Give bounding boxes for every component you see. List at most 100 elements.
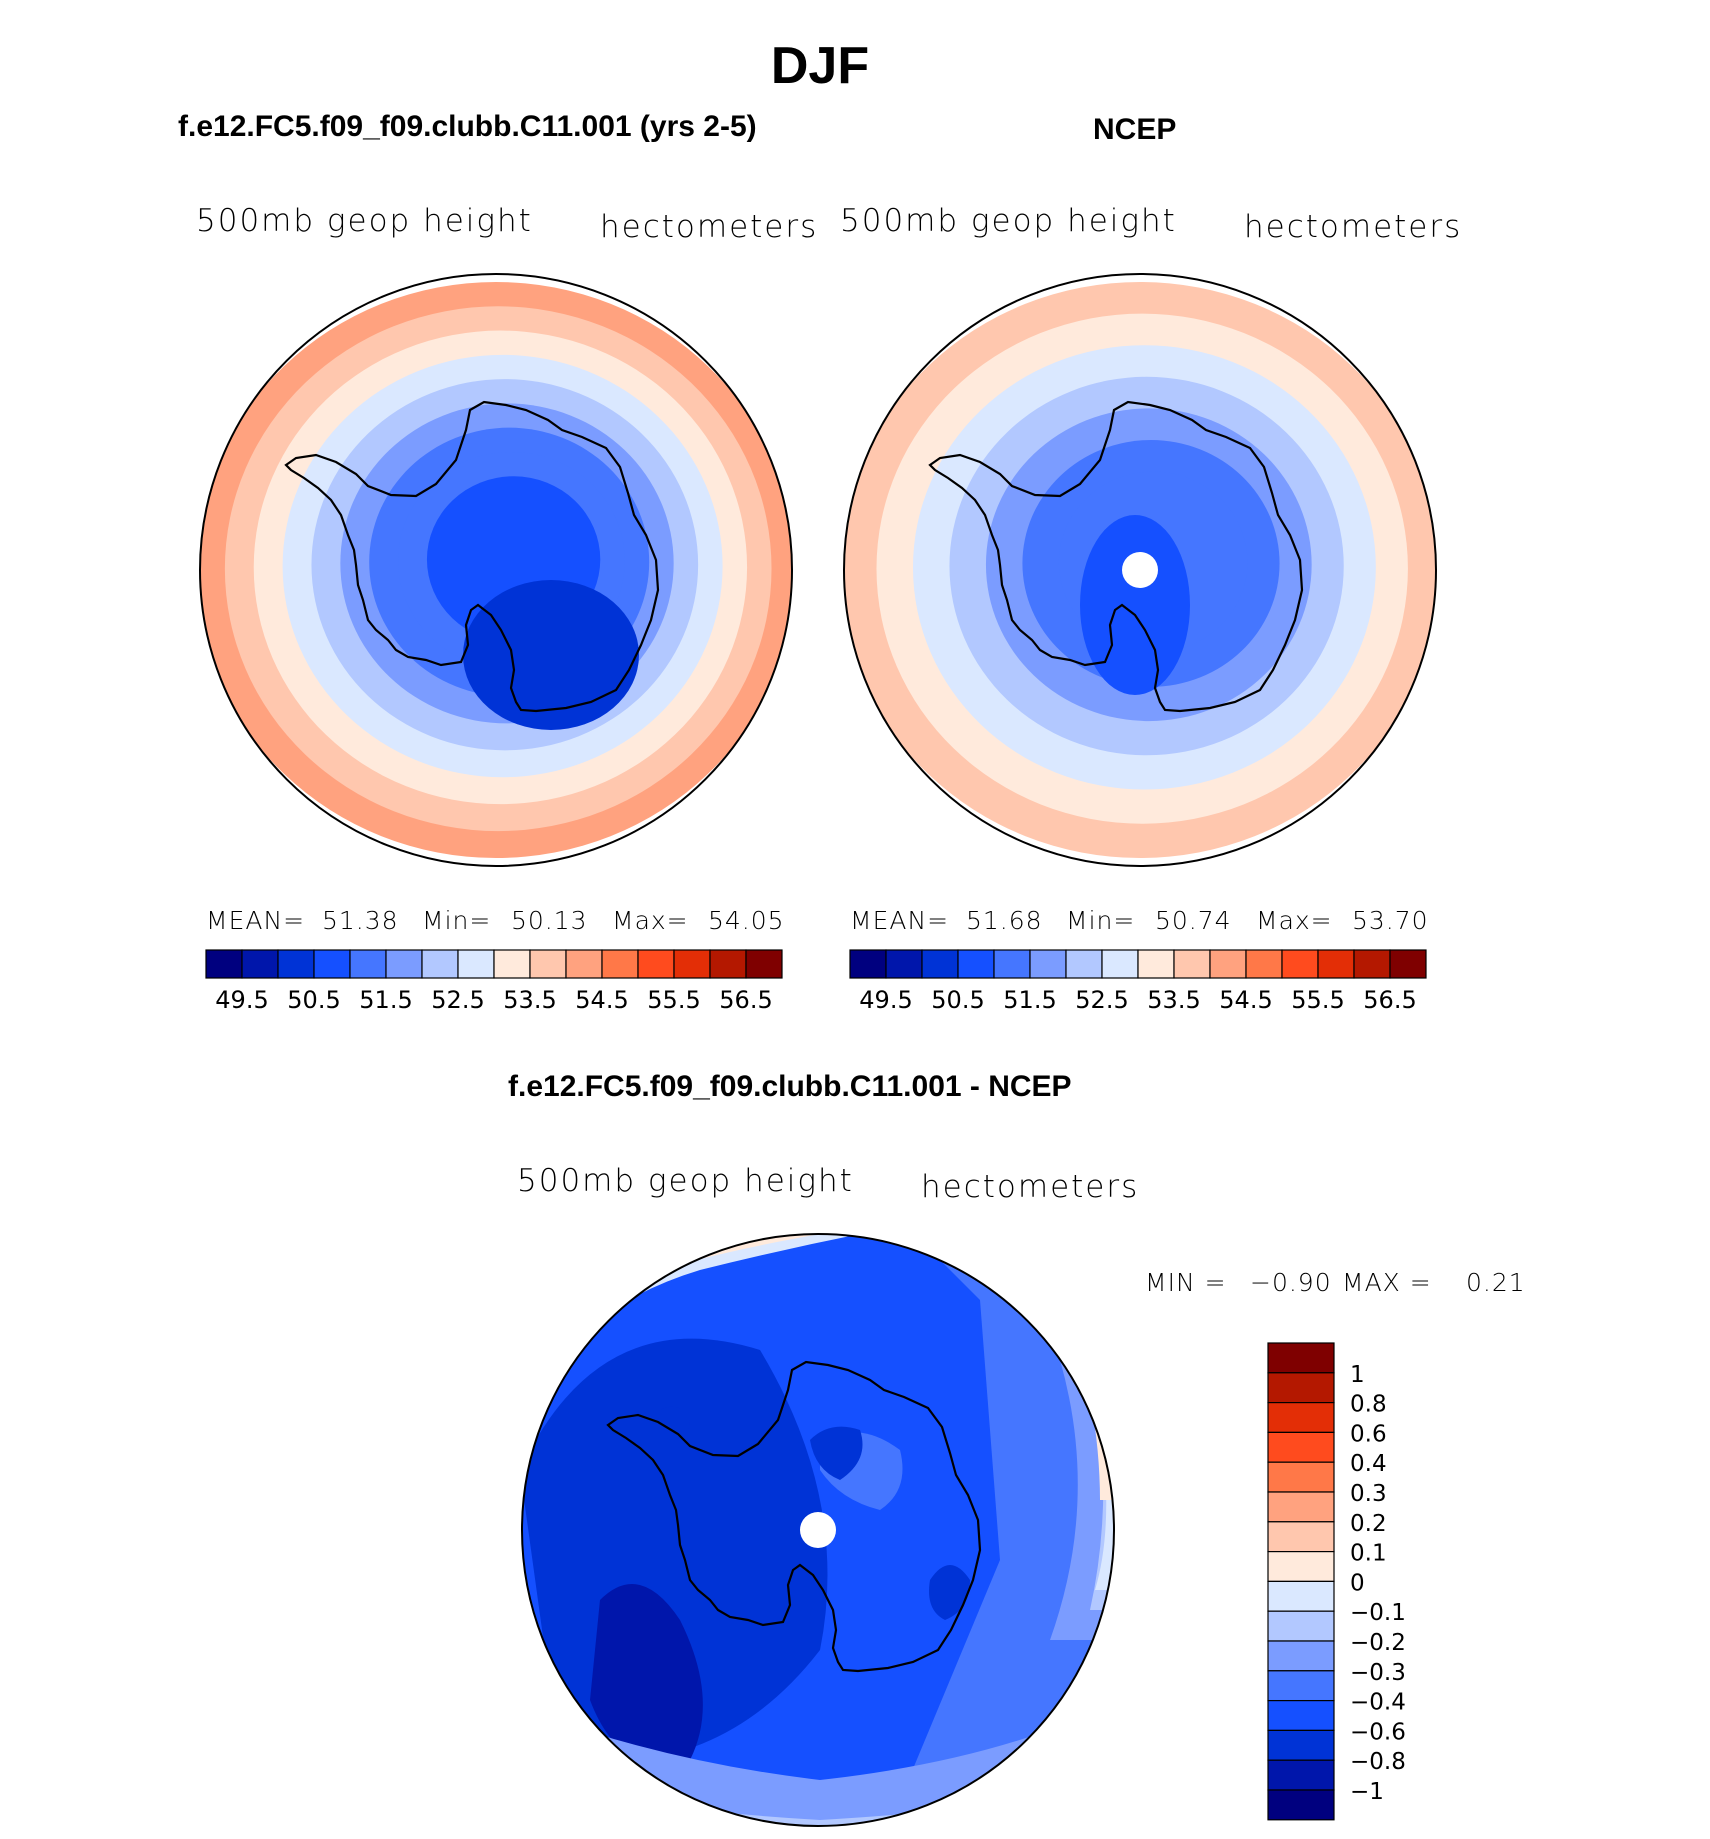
panel-3-colorbar-label: 0.6 [1350,1421,1387,1447]
panel-2-colorbar-label: 55.5 [1291,986,1344,1014]
panel-1-colorbar-box [421,949,459,979]
panel-2-variable-label: 500mb geop height [840,203,1177,239]
panel-1-variable-label: 500mb geop height [196,203,533,239]
panel-2-units-label: hectometers [1244,209,1463,245]
panel-3-colorbar-box [1267,1640,1335,1672]
panel-2-max-label: Max= [1256,906,1333,935]
panel-2-mean-value: 51.68 [966,906,1043,935]
panel-1-colorbar-box [385,949,423,979]
panel-3-colorbar-label: −1 [1350,1779,1384,1805]
panel-1-title: f.e12.FC5.f09_f09.clubb.C11.001 (yrs 2-5… [178,110,757,143]
panel-3-colorbar-label: −0.6 [1350,1719,1406,1745]
panel-2-pole-marker [1122,552,1158,588]
panel-3-colorbar-box [1267,1342,1335,1374]
panel-1-colorbar-box [529,949,567,979]
panel-2-colorbar-box [1281,949,1319,979]
panel-3-colorbar-label: −0.3 [1350,1660,1406,1686]
panel-1-colorbar-box [673,949,711,979]
panel-1-min-label: Min= [422,906,492,935]
panel-3-min-value: −0.90 [1250,1268,1332,1297]
panel-3-colorbar-label: −0.1 [1350,1600,1406,1626]
figure-title: DJF [770,37,870,95]
panel-1-colorbar-label: 54.5 [575,986,628,1014]
panel-2-colorbar-box [1173,949,1211,979]
panel-1-max-value: 54.05 [708,906,785,935]
panel-2-map-border [843,273,1437,867]
panel-2-colorbar-box [1209,949,1247,979]
panel-3-min-label: MIN = [1145,1268,1227,1297]
panel-3-contour-band [929,1565,970,1620]
panel-3-units-label: hectometers [921,1169,1140,1205]
panel-2-colorbar-box [1065,949,1103,979]
panel-3-colorbar-box [1267,1699,1335,1731]
panel-2-colorbar-label: 49.5 [859,986,912,1014]
panel-2-contour-band [1080,515,1190,695]
panel-3-contour-band [590,1584,703,1764]
panel-2-colorbar-box [1137,949,1175,979]
panel-1-min-value: 50.13 [511,906,588,935]
panel-3-colorbar-box [1267,1372,1335,1404]
panel-3-max-value: 0.21 [1466,1268,1526,1297]
panel-1-mean-value: 51.38 [322,906,399,935]
panel-1-colorbar-box [241,949,279,979]
panel-3-map [522,1234,1114,1826]
panel-3-colorbar-box [1267,1461,1335,1493]
panel-2-colorbar-box [1029,949,1067,979]
panel-3-colorbar-box [1267,1789,1335,1821]
panel-1-colorbar: 49.5 50.5 51.5 52.5 53.5 54.5 55.5 56.5 [205,949,783,1014]
panel-3-colorbar-box [1267,1759,1335,1791]
panel-3-colorbar-box [1267,1729,1335,1761]
panel-1-colorbar-box [493,949,531,979]
panel-1-colorbar-label: 51.5 [359,986,412,1014]
panel-1-colorbar-box [601,949,639,979]
panel-3-colorbar-label: 0.4 [1350,1451,1387,1477]
panel-2-colorbar-label: 53.5 [1147,986,1200,1014]
panel-1-colorbar-label: 55.5 [647,986,700,1014]
panel-3-contour-band [658,1406,690,1440]
panel-1-map [200,282,792,858]
panel-1-colorbar-box [205,949,243,979]
panel-3-colorbar-box [1267,1521,1335,1553]
panel-2-colorbar-box [1353,949,1391,979]
panel-1-contour-field [200,282,792,858]
panel-2-map [844,282,1436,858]
panel-2-colorbar-box [1389,949,1427,979]
panel-3-max-label: MAX = [1342,1268,1432,1297]
panel-2-colorbar-box [849,949,887,979]
panel-2-colorbar-box [957,949,995,979]
panel-1-map-border [199,273,793,867]
panel-3-colorbar-box [1267,1550,1335,1582]
panel-3-contour-band [522,1700,1114,1826]
panel-2-colorbar-box [885,949,923,979]
panel-1-colorbar-box [277,949,315,979]
panel-3-title: f.e12.FC5.f09_f09.clubb.C11.001 - NCEP [508,1070,1072,1103]
panel-3-contour-band [810,1426,863,1480]
panel-3-colorbar: 1 0.8 0.6 0.4 0.3 0.2 0.1 0 −0.1 −0.2 −0.3 −0.4 −0.6… [1267,1342,1406,1821]
panel-3-colorbar-box [1267,1491,1335,1523]
panel-1-colorbar-label: 53.5 [503,986,556,1014]
panel-1-colorbar-label: 50.5 [287,986,340,1014]
panel-3-colorbar-box [1267,1670,1335,1702]
panel-2-colorbar-box [993,949,1031,979]
panel-2-colorbar: 49.5 50.5 51.5 52.5 53.5 54.5 55.5 56.5 [849,949,1427,1014]
panel-2-colorbar-box [1317,949,1355,979]
panel-3-colorbar-box [1267,1580,1335,1612]
panel-3-contour-band [620,1234,710,1256]
panel-1-colorbar-box [709,949,747,979]
panel-2-colorbar-label: 56.5 [1363,986,1416,1014]
panel-3-variable-label: 500mb geop height [517,1163,854,1199]
panel-2-colorbar-label: 50.5 [931,986,984,1014]
panel-3-contour-field [522,1234,1114,1826]
panel-3-colorbar-label: 0.3 [1350,1481,1387,1507]
panel-2-colorbar-box [921,949,959,979]
panel-1-colorbar-label: 52.5 [431,986,484,1014]
panel-3-colorbar-label: −0.4 [1350,1690,1406,1716]
panel-3-colorbar-label: 0.8 [1350,1392,1387,1418]
panel-1-colorbar-box [565,949,603,979]
panel-2-colorbar-label: 54.5 [1219,986,1272,1014]
panel-3-map-border [521,1233,1115,1827]
panel-1-units-label: hectometers [600,209,819,245]
panel-1-colorbar-label: 49.5 [215,986,268,1014]
panel-1-colorbar-label: 56.5 [719,986,772,1014]
